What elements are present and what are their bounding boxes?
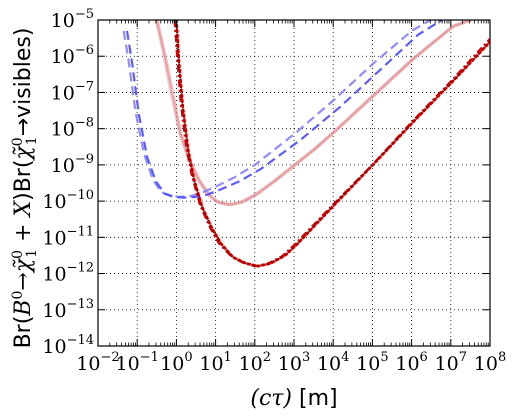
y-tick-label: 10−5 xyxy=(51,7,94,32)
x-axis-label: (cτ) [m] xyxy=(250,386,337,411)
y-tick-label: 10−9 xyxy=(51,152,94,177)
y-tick-label: 10−13 xyxy=(42,297,94,322)
x-tick-label: 105 xyxy=(356,350,388,375)
x-tick-label: 101 xyxy=(199,350,231,375)
y-label-b-sup: 0 xyxy=(10,291,26,300)
y-tick-labels: 10−5 10−6 10−7 10−8 10−9 10−10 10−11 10−12 10−13… xyxy=(42,7,94,358)
y-label-chi-2: χ̃ xyxy=(11,145,36,162)
series-line-4 xyxy=(125,20,443,199)
x-axis-label-unit: [m] xyxy=(299,386,338,411)
series-line-2 xyxy=(155,20,473,207)
x-axis-label-math: (cτ) xyxy=(250,386,292,411)
y-tick-label: 10−12 xyxy=(42,261,94,286)
y-axis-label: Br(B0→χ̃01 + X)Br(χ̃01→visibles) xyxy=(10,28,40,349)
plot-area xyxy=(122,20,490,268)
x-tick-label: 107 xyxy=(435,350,467,375)
y-label-visibles: →visibles) xyxy=(11,28,36,137)
x-tick-label: 100 xyxy=(160,350,192,375)
y-label-chi-sub: 1 xyxy=(24,249,40,258)
y-label-chi: χ̃ xyxy=(11,257,36,274)
y-tick-label: 10−10 xyxy=(42,188,94,213)
series-line-6 xyxy=(175,20,490,268)
y-label-chi-sub-2: 1 xyxy=(24,136,40,145)
x-tick-label: 104 xyxy=(317,350,349,375)
y-tick-label: 10−7 xyxy=(51,79,94,104)
x-tick-label: 103 xyxy=(278,350,310,375)
x-tick-label: 10−2 xyxy=(76,350,119,375)
y-label-prefix: Br( xyxy=(11,316,36,349)
y-tick-label: 10−8 xyxy=(51,116,94,141)
tick-marks xyxy=(97,19,491,347)
x-tick-label: 10−1 xyxy=(116,350,159,375)
x-tick-label: 106 xyxy=(395,350,427,375)
y-label-chi-sup-2: 0 xyxy=(10,137,26,146)
y-label-arrow: → xyxy=(11,272,36,290)
y-tick-label: 10−11 xyxy=(42,224,94,249)
x-tick-label: 102 xyxy=(239,350,271,375)
x-tick-labels: 10−210−1 100 101 102 103 104 105 106 107 108 xyxy=(76,350,506,375)
y-tick-label: 10−6 xyxy=(51,43,94,68)
y-label-b: B xyxy=(11,300,36,317)
y-tick-label: 10−14 xyxy=(42,333,94,358)
y-label-chi-sup: 0 xyxy=(10,250,26,259)
y-label-plus-x: + X xyxy=(11,200,36,249)
y-label-mid: )Br( xyxy=(11,160,36,201)
x-tick-label: 108 xyxy=(474,350,506,375)
